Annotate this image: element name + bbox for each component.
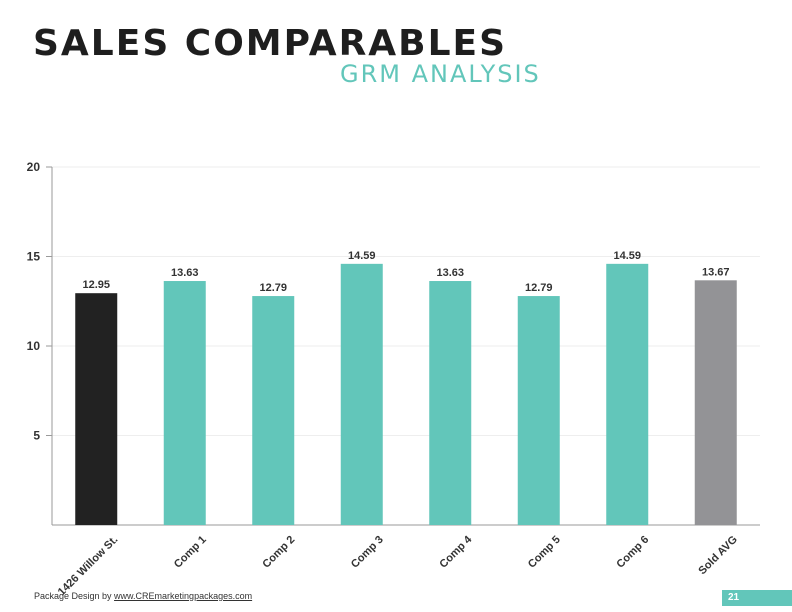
bar bbox=[75, 293, 118, 525]
bar-data-label: 12.79 bbox=[259, 282, 287, 294]
x-category-label: 1426 Willow St. bbox=[56, 534, 121, 599]
bar-data-label: 13.63 bbox=[171, 267, 199, 279]
x-category-label: Comp 1 bbox=[172, 534, 209, 571]
page-number: 21 bbox=[728, 592, 740, 603]
page-title: SALES COMPARABLES bbox=[33, 23, 508, 64]
y-tick-label: 15 bbox=[27, 250, 41, 264]
x-category-label: Comp 2 bbox=[260, 534, 297, 571]
x-category-label: Comp 5 bbox=[526, 534, 563, 571]
bar bbox=[517, 296, 560, 525]
bar bbox=[606, 263, 649, 525]
bar bbox=[429, 281, 472, 525]
bar-data-label: 12.95 bbox=[82, 279, 110, 291]
footer-credit-prefix: Package Design by bbox=[34, 591, 115, 601]
y-tick-label: 20 bbox=[27, 160, 41, 174]
footer-credit-link[interactable]: www.CREmarketingpackages.com bbox=[114, 591, 253, 601]
y-tick-label: 10 bbox=[27, 339, 41, 353]
bar-data-label: 12.79 bbox=[525, 282, 553, 294]
page-number-bar: 21 bbox=[722, 590, 792, 606]
x-category-label: Comp 6 bbox=[614, 534, 651, 571]
bar-data-label: 14.59 bbox=[348, 250, 376, 262]
bar bbox=[163, 281, 206, 525]
page-subtitle: GRM ANALYSIS bbox=[340, 60, 541, 88]
x-category-label: Sold AVG bbox=[696, 534, 739, 577]
y-tick-label: 5 bbox=[33, 429, 40, 443]
x-category-label: Comp 3 bbox=[349, 534, 386, 571]
bar-data-label: 13.67 bbox=[702, 266, 730, 278]
bar bbox=[252, 296, 295, 525]
bar-data-label: 14.59 bbox=[613, 250, 641, 262]
bar bbox=[340, 263, 383, 525]
x-category-label: Comp 4 bbox=[437, 533, 475, 571]
footer-credit: Package Design by www.CREmarketingpackag… bbox=[34, 591, 252, 601]
bar bbox=[694, 280, 737, 525]
bar-data-label: 13.63 bbox=[436, 267, 464, 279]
